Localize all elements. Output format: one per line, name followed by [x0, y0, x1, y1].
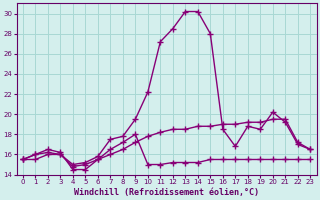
X-axis label: Windchill (Refroidissement éolien,°C): Windchill (Refroidissement éolien,°C) — [74, 188, 259, 197]
